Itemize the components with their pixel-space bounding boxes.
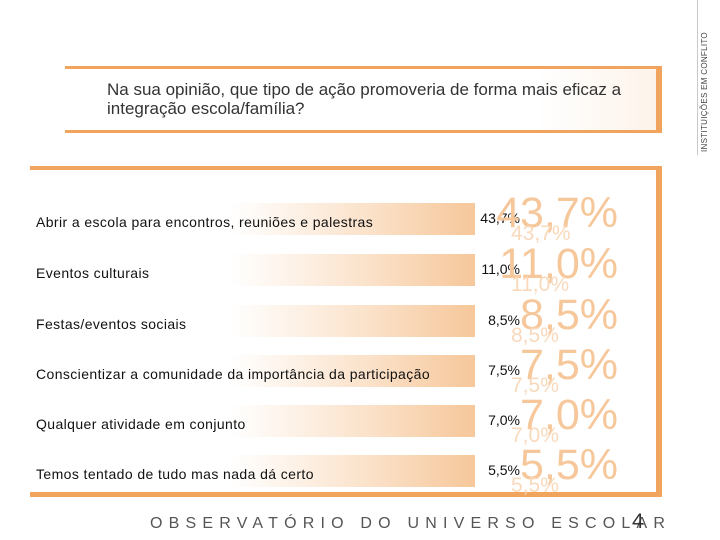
answer-row (30, 455, 475, 487)
answer-value: 7,0% (488, 412, 520, 428)
section-label: INSTITUIÇÕES EM CONFLITO (700, 32, 709, 152)
answer-value-echo: 7,0% (511, 424, 559, 447)
answer-value-echo: 5,5% (511, 474, 559, 497)
answer-value: 8,5% (488, 312, 520, 328)
side-strip (697, 0, 720, 155)
answer-value-large: 5,5% (519, 441, 618, 489)
answer-value-large: 8,5% (519, 291, 618, 339)
answer-label: Temos tentado de tudo mas nada dá certo (36, 466, 314, 482)
answer-value: 5,5% (488, 462, 520, 478)
answer-row (30, 355, 475, 387)
answer-label: Festas/eventos sociais (36, 316, 187, 332)
answer-value: 43,7% (480, 210, 520, 226)
answer-value: 11,0% (481, 261, 520, 277)
answer-label: Abrir a escola para encontros, reuniões … (36, 214, 374, 230)
answer-label: Conscientizar a comunidade da importânci… (36, 366, 431, 382)
answer-value-echo: 43,7% (511, 222, 571, 245)
answer-label: Qualquer atividade em conjunto (36, 416, 246, 432)
answer-row (30, 203, 475, 235)
question-text: Na sua opinião, que tipo de ação promove… (107, 80, 622, 118)
answer-value: 7,5% (488, 362, 520, 378)
answer-value-large: 43,7% (496, 189, 618, 237)
page-number: 4 (632, 510, 644, 533)
answer-value-large: 7,0% (519, 391, 618, 439)
answer-value-echo: 8,5% (511, 324, 559, 347)
footer-brand: OBSERVATÓRIO DO UNIVERSO ESCOLAR (150, 515, 672, 532)
answer-row (30, 405, 475, 437)
answer-value-echo: 7,5% (511, 374, 559, 397)
answer-label: Eventos culturais (36, 265, 150, 281)
question-card (58, 69, 656, 130)
answer-value-echo: 11,0% (511, 273, 569, 296)
answer-value-large: 7,5% (519, 341, 618, 389)
answer-value-large: 11,0% (499, 240, 618, 288)
answer-row (30, 254, 475, 286)
answer-row (30, 305, 475, 337)
